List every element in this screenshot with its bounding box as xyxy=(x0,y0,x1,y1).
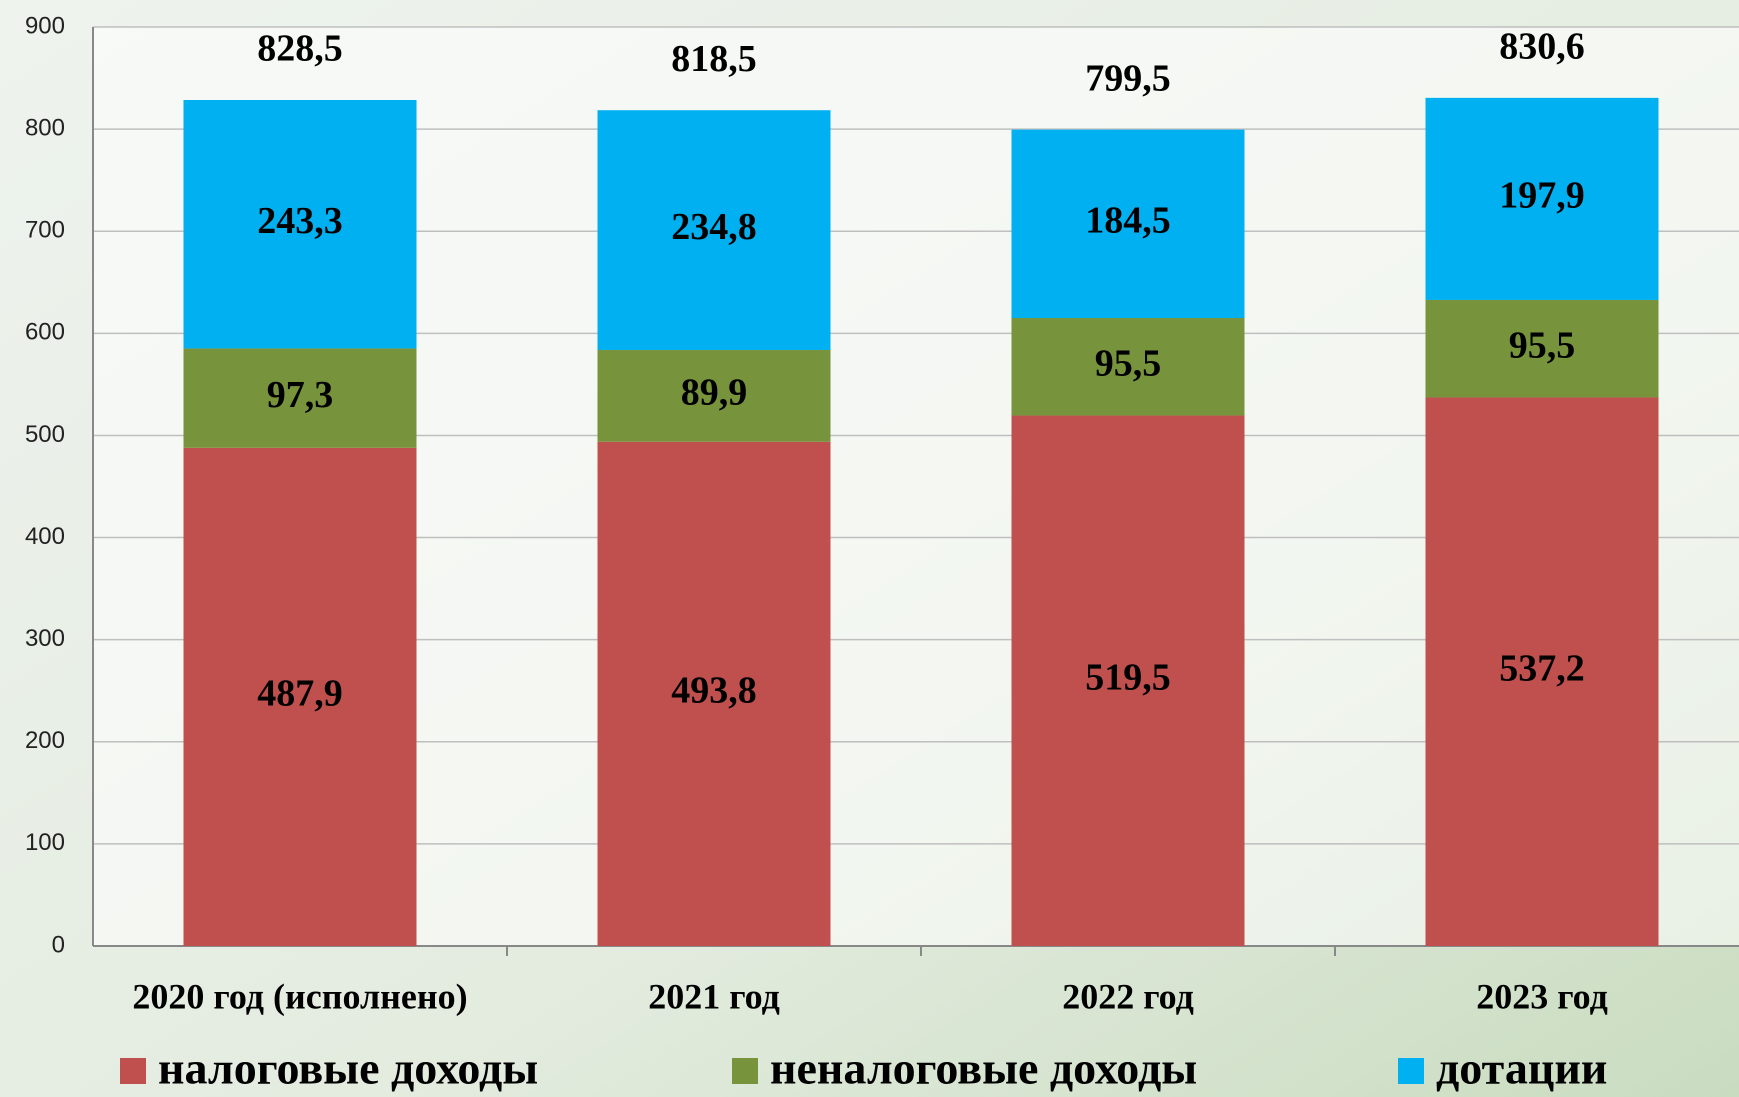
total-label: 830,6 xyxy=(1499,26,1585,68)
bar-segment xyxy=(1425,97,1659,300)
data-label: 487,9 xyxy=(257,673,343,715)
legend-swatch xyxy=(1398,1058,1424,1084)
y-tick-label: 400 xyxy=(25,523,65,550)
bar-segment xyxy=(1011,318,1245,416)
data-label: 95,5 xyxy=(1509,324,1576,366)
bar-segment xyxy=(597,349,831,442)
data-label: 97,3 xyxy=(267,374,334,416)
bar-segment xyxy=(597,110,831,350)
y-tick-label: 200 xyxy=(25,727,65,754)
x-tick-label: 2020 год (исполнено) xyxy=(132,976,467,1016)
bar-segment xyxy=(1425,397,1659,946)
x-tick-label: 2023 год xyxy=(1476,976,1608,1016)
total-label: 828,5 xyxy=(257,28,343,70)
total-label: 818,5 xyxy=(671,38,757,80)
legend-label: неналоговые доходы xyxy=(770,1043,1197,1094)
data-label: 243,3 xyxy=(257,200,343,242)
x-tick-label: 2022 год xyxy=(1062,976,1194,1016)
data-label: 493,8 xyxy=(671,670,757,712)
data-label: 197,9 xyxy=(1499,175,1585,217)
bar-segment xyxy=(597,441,831,946)
x-tick-label: 2021 год xyxy=(648,976,780,1016)
data-label: 89,9 xyxy=(681,372,748,414)
bar-segment xyxy=(1011,129,1245,319)
legend-swatch xyxy=(732,1058,758,1084)
y-tick-label: 300 xyxy=(25,625,65,652)
legend-swatch xyxy=(120,1058,146,1084)
y-tick-label: 100 xyxy=(25,829,65,856)
data-label: 184,5 xyxy=(1085,200,1171,242)
y-tick-label: 500 xyxy=(25,421,65,448)
y-tick-label: 600 xyxy=(25,319,65,346)
bar-segment xyxy=(183,447,417,946)
bar-segment xyxy=(1425,299,1659,398)
data-label: 519,5 xyxy=(1085,656,1171,698)
total-label: 799,5 xyxy=(1085,57,1171,99)
y-tick-label: 900 xyxy=(25,12,65,39)
bar-segment xyxy=(183,100,417,349)
data-label: 234,8 xyxy=(671,206,757,248)
data-label: 537,2 xyxy=(1499,647,1585,689)
data-label: 95,5 xyxy=(1095,342,1162,384)
bar-segment xyxy=(1011,415,1245,946)
y-tick-label: 800 xyxy=(25,114,65,141)
y-tick-label: 0 xyxy=(52,931,65,958)
y-tick-label: 700 xyxy=(25,217,65,244)
bar-segment xyxy=(183,348,417,448)
legend-label: налоговые доходы xyxy=(158,1043,538,1094)
legend-label: дотации xyxy=(1436,1043,1607,1094)
